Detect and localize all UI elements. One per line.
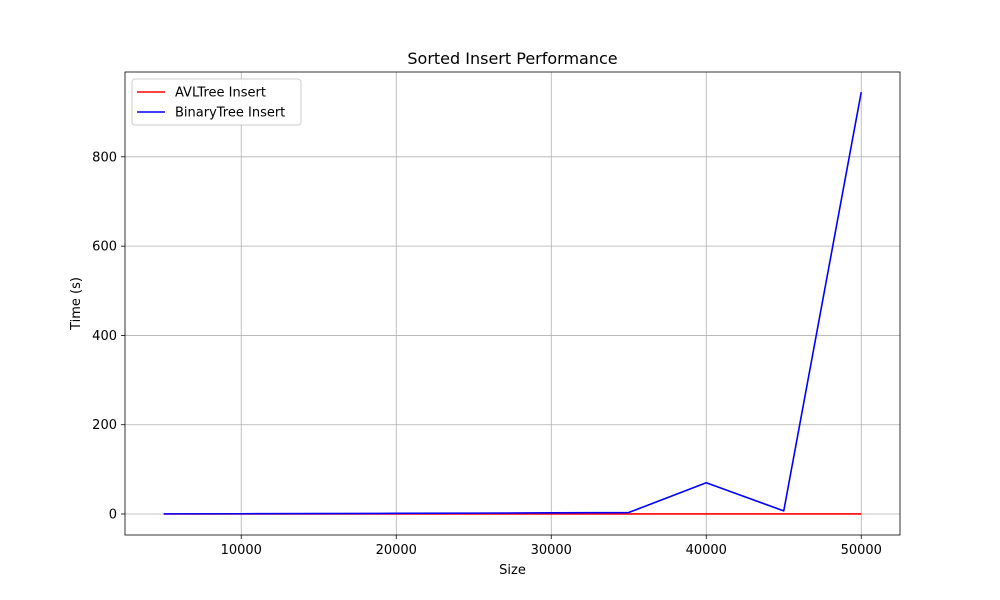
grid [125,72,900,535]
y-tick-label: 400 [92,329,117,344]
chart-title: Sorted Insert Performance [407,49,617,68]
x-tick-label: 10000 [221,543,262,558]
x-tick-label: 30000 [531,543,572,558]
series-layer [163,91,863,515]
legend-box [131,78,302,126]
x-tick-label: 50000 [841,543,882,558]
x-tick-label: 20000 [376,543,417,558]
legend: AVLTree Insert BinaryTree Insert [131,78,302,126]
x-tick-label: 40000 [686,543,727,558]
y-tick-label: 200 [92,418,117,433]
y-axis-label: Time (s) [69,277,84,331]
y-tick-label: 600 [92,240,117,255]
plot-frame [124,71,901,536]
y-tick-label: 800 [92,150,117,165]
legend-label: AVLTree Insert [175,86,266,101]
legend-label: BinaryTree Insert [175,106,285,121]
axis-ticks: 10000 20000 30000 40000 50000 0 200 400 600 800 [92,150,882,558]
y-tick-label: 0 [109,508,117,523]
x-axis-label: Size [499,563,526,578]
series-line-2 [163,91,863,515]
